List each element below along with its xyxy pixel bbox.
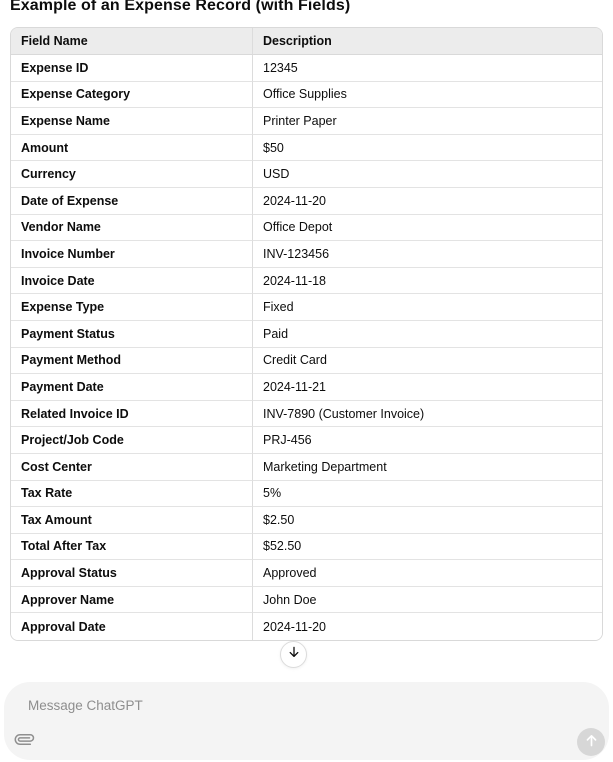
description-cell: PRJ-456: [253, 427, 602, 454]
description-cell: $50: [253, 134, 602, 162]
arrow-down-icon: [287, 645, 301, 664]
description-cell: 12345: [253, 55, 602, 82]
table-row: Approval Status Approved: [11, 560, 602, 587]
field-name-cell: Payment Method: [11, 347, 253, 375]
field-name-cell: Expense Name: [11, 108, 253, 135]
description-cell: Fixed: [253, 294, 602, 321]
send-message-button[interactable]: [577, 728, 605, 756]
description-cell: Paid: [253, 320, 602, 348]
field-name-cell: Tax Amount: [11, 507, 253, 534]
table-row: Tax Amount $2.50: [11, 507, 602, 534]
table-row: Approver Name John Doe: [11, 586, 602, 614]
field-name-cell: Invoice Date: [11, 267, 253, 295]
table-row: Payment Method Credit Card: [11, 347, 602, 375]
description-cell: Office Depot: [253, 214, 602, 242]
table-row: Tax Rate 5%: [11, 480, 602, 508]
scroll-to-bottom-button[interactable]: [280, 641, 307, 668]
field-name-cell: Approval Date: [11, 613, 253, 641]
table-row: Expense ID 12345: [11, 55, 602, 82]
table-header-row: Field Name Description: [11, 28, 602, 55]
description-cell: $52.50: [253, 533, 602, 561]
message-input[interactable]: [28, 698, 548, 728]
field-name-cell: Approval Status: [11, 560, 253, 587]
arrow-up-icon: [584, 733, 599, 751]
field-name-cell: Total After Tax: [11, 533, 253, 561]
table-row: Total After Tax $52.50: [11, 533, 602, 561]
description-cell: Marketing Department: [253, 453, 602, 481]
field-name-cell: Tax Rate: [11, 480, 253, 508]
field-name-cell: Project/Job Code: [11, 427, 253, 454]
description-cell: USD: [253, 161, 602, 188]
table-row: Related Invoice ID INV-7890 (Customer Inv…: [11, 400, 602, 428]
field-name-cell: Cost Center: [11, 453, 253, 481]
table-row: Expense Category Office Supplies: [11, 81, 602, 109]
column-header-field-name: Field Name: [11, 28, 253, 55]
description-cell: Credit Card: [253, 347, 602, 375]
table-row: Payment Date 2024-11-21: [11, 374, 602, 401]
attach-file-button[interactable]: [11, 728, 37, 754]
description-cell: INV-7890 (Customer Invoice): [253, 400, 602, 428]
table-row: Expense Name Printer Paper: [11, 108, 602, 135]
message-composer: [4, 682, 609, 760]
field-name-cell: Payment Date: [11, 374, 253, 401]
table-row: Cost Center Marketing Department: [11, 453, 602, 481]
table-row: Date of Expense 2024-11-20: [11, 187, 602, 215]
field-name-cell: Date of Expense: [11, 187, 253, 215]
field-name-cell: Approver Name: [11, 586, 253, 614]
description-cell: 2024-11-21: [253, 374, 602, 401]
description-cell: $2.50: [253, 507, 602, 534]
description-cell: 5%: [253, 480, 602, 508]
description-cell: 2024-11-20: [253, 187, 602, 215]
field-name-cell: Currency: [11, 161, 253, 188]
table-row: Invoice Number INV-123456: [11, 241, 602, 268]
table-row: Approval Date 2024-11-20: [11, 613, 602, 641]
field-name-cell: Expense ID: [11, 55, 253, 82]
table-row: Amount $50: [11, 134, 602, 162]
description-cell: INV-123456: [253, 241, 602, 268]
column-header-description: Description: [253, 28, 602, 55]
table-row: Currency USD: [11, 161, 602, 188]
paperclip-icon: [14, 730, 34, 752]
field-name-cell: Related Invoice ID: [11, 400, 253, 428]
field-name-cell: Vendor Name: [11, 214, 253, 242]
field-name-cell: Invoice Number: [11, 241, 253, 268]
field-name-cell: Payment Status: [11, 320, 253, 348]
table-row: Payment Status Paid: [11, 320, 602, 348]
field-name-cell: Expense Type: [11, 294, 253, 321]
page-title: Example of an Expense Record (with Field…: [10, 0, 351, 14]
description-cell: 2024-11-20: [253, 613, 602, 641]
table-row: Expense Type Fixed: [11, 294, 602, 321]
field-name-cell: Expense Category: [11, 81, 253, 109]
expense-record-table: Field Name Description Expense ID 12345 Ex…: [10, 27, 603, 642]
table-row: Invoice Date 2024-11-18: [11, 267, 602, 295]
description-cell: 2024-11-18: [253, 267, 602, 295]
description-cell: John Doe: [253, 586, 602, 614]
description-cell: Approved: [253, 560, 602, 587]
field-name-cell: Amount: [11, 134, 253, 162]
description-cell: Office Supplies: [253, 81, 602, 109]
table-row: Vendor Name Office Depot: [11, 214, 602, 242]
table-row: Project/Job Code PRJ-456: [11, 427, 602, 454]
description-cell: Printer Paper: [253, 108, 602, 135]
